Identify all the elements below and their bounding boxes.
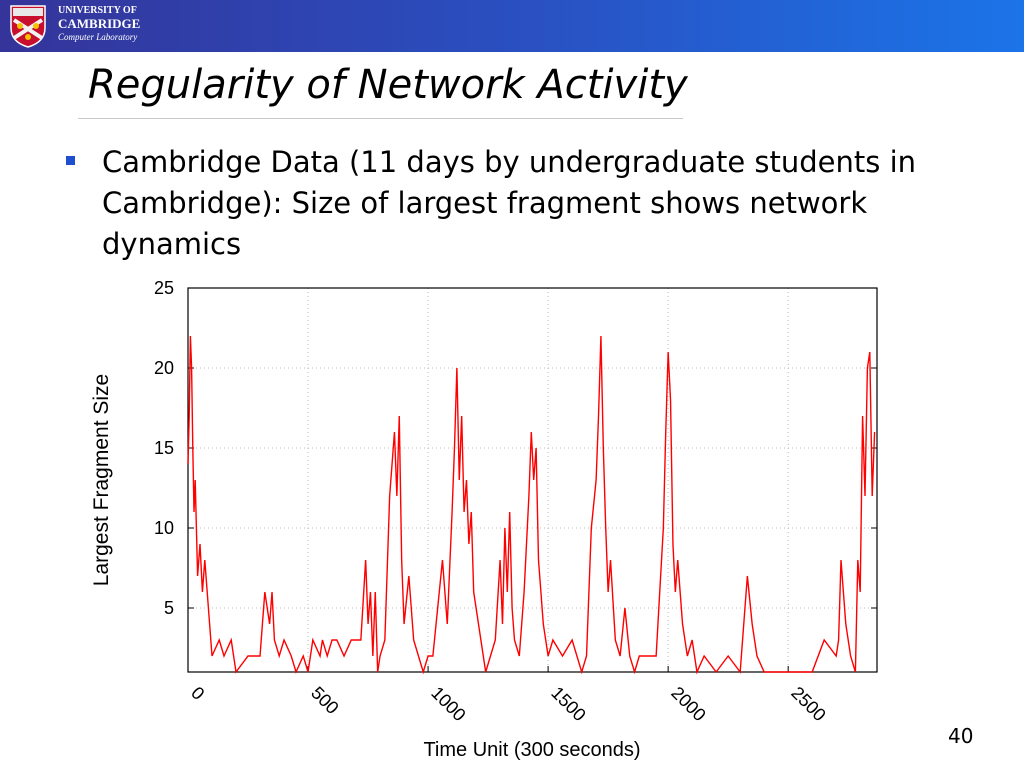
x-tick-label: 2000 <box>667 683 709 725</box>
x-tick-label: 2500 <box>787 683 829 725</box>
y-tick-label: 5 <box>164 598 174 618</box>
header-bar: UNIVERSITY OF CAMBRIDGE Computer Laborat… <box>0 0 1024 52</box>
bullet-marker <box>66 156 75 165</box>
department-name: Computer Laboratory <box>58 32 138 42</box>
y-tick-label: 10 <box>154 518 174 538</box>
page-number: 40 <box>948 724 974 748</box>
university-name: CAMBRIDGE <box>58 16 141 31</box>
y-axis-label: Largest Fragment Size <box>90 374 113 586</box>
slide-title: Regularity of Network Activity <box>88 62 688 108</box>
x-tick-label: 500 <box>307 683 342 718</box>
title-rule <box>78 118 683 119</box>
university-label: UNIVERSITY OF <box>58 5 137 16</box>
x-tick-label: 1000 <box>427 683 469 725</box>
y-tick-label: 15 <box>154 438 174 458</box>
crest <box>10 5 46 48</box>
y-tick-label: 25 <box>154 278 174 298</box>
data-line <box>187 335 876 675</box>
x-tick-label: 0 <box>187 683 208 704</box>
x-axis-label: Time Unit (300 seconds) <box>423 739 640 761</box>
x-tick-label: 1500 <box>547 683 589 725</box>
plot-frame <box>187 287 878 673</box>
bullet-text: Cambridge Data (11 days by undergraduate… <box>102 145 917 261</box>
y-tick-label: 20 <box>154 358 174 378</box>
